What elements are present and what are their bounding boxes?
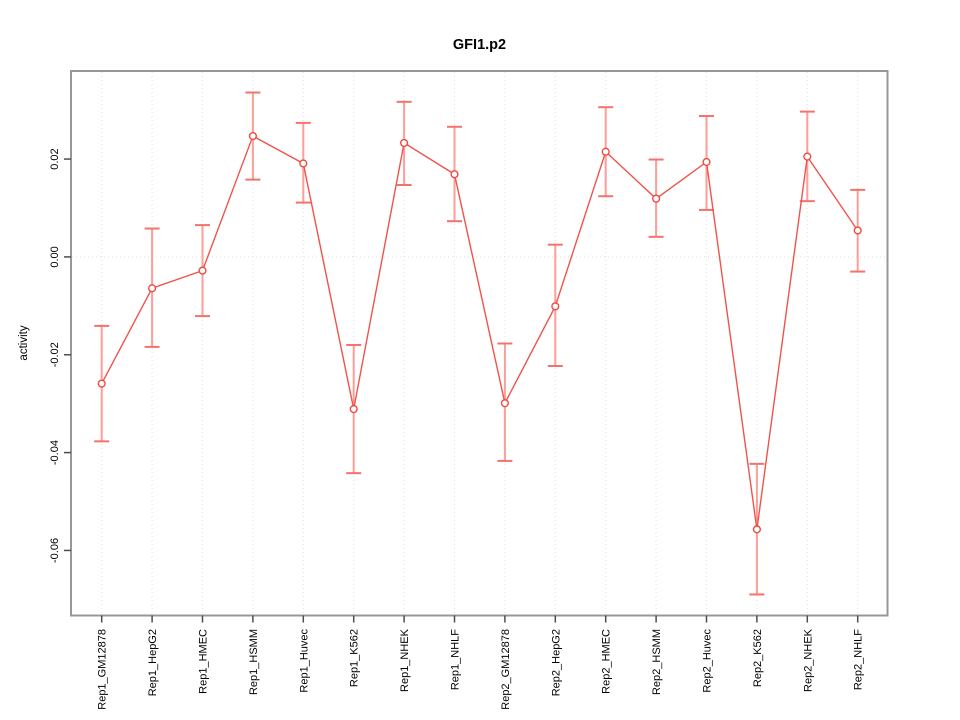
data-point-marker xyxy=(400,138,409,148)
x-tick-label: Rep2_K562 xyxy=(752,629,764,687)
data-point-marker xyxy=(299,159,308,168)
data-point-marker xyxy=(500,399,510,408)
x-tick-label: Rep2_GM12878 xyxy=(500,629,512,710)
y-tick-labels-layer: 0.02 0.00 -0.02 -0.04 -0.06 xyxy=(49,148,61,563)
data-point-marker xyxy=(702,157,711,167)
y-tick-label: 0.02 xyxy=(49,148,61,169)
data-point-marker xyxy=(450,170,459,179)
x-tick-label: Rep1_HepG2 xyxy=(147,629,159,696)
x-tick-label: Rep1_GM12878 xyxy=(97,629,109,710)
y-tick-label: -0.04 xyxy=(49,440,61,465)
gridlines-layer xyxy=(72,72,887,615)
axis-ticks-layer xyxy=(64,158,859,623)
data-point-marker xyxy=(853,226,862,235)
data-point-marker xyxy=(198,266,207,275)
data-point-marker xyxy=(248,131,258,141)
data-point-marker xyxy=(752,525,762,534)
x-tick-label: Rep2_HSMM xyxy=(651,629,663,695)
y-axis-title: activity xyxy=(18,325,30,360)
series-line xyxy=(101,135,859,530)
plot-frame-layer xyxy=(70,70,889,617)
error-bars-layer xyxy=(94,91,866,596)
data-point-marker xyxy=(148,284,157,293)
data-point-marker xyxy=(651,194,661,203)
x-tick-label: Rep1_NHEK xyxy=(399,628,411,692)
y-tick-label: -0.02 xyxy=(49,342,61,367)
data-point-marker xyxy=(601,147,610,156)
data-point-marker xyxy=(551,302,560,311)
x-tick-label: Rep1_HSMM xyxy=(248,629,260,695)
chart-title: GFI1.p2 xyxy=(453,37,506,53)
y-tick-label: -0.06 xyxy=(49,538,61,563)
x-tick-label: Rep1_K562 xyxy=(349,629,361,687)
data-point-marker xyxy=(803,152,812,161)
x-tick-labels-layer: Rep1_GM12878 Rep1_HepG2 Rep1_HMEC Rep1_HSMM… xyxy=(97,628,865,709)
plot-frame xyxy=(70,70,889,617)
data-point-marker xyxy=(97,379,106,388)
x-tick-label: Rep1_HMEC xyxy=(198,629,210,694)
y-tick-label: 0.00 xyxy=(49,246,61,267)
series-line-layer xyxy=(101,135,859,530)
x-tick-label: Rep1_Huvec xyxy=(298,629,310,693)
markers-layer xyxy=(97,131,862,534)
data-point-marker xyxy=(349,404,358,414)
x-tick-label: Rep1_NHLF xyxy=(450,629,462,690)
x-tick-label: Rep2_HMEC xyxy=(601,629,613,694)
x-tick-label: Rep2_NHLF xyxy=(853,629,865,690)
x-tick-label: Rep2_HepG2 xyxy=(550,629,562,696)
x-tick-label: Rep2_Huvec xyxy=(702,629,714,693)
x-tick-label: Rep2_NHEK xyxy=(802,628,814,692)
